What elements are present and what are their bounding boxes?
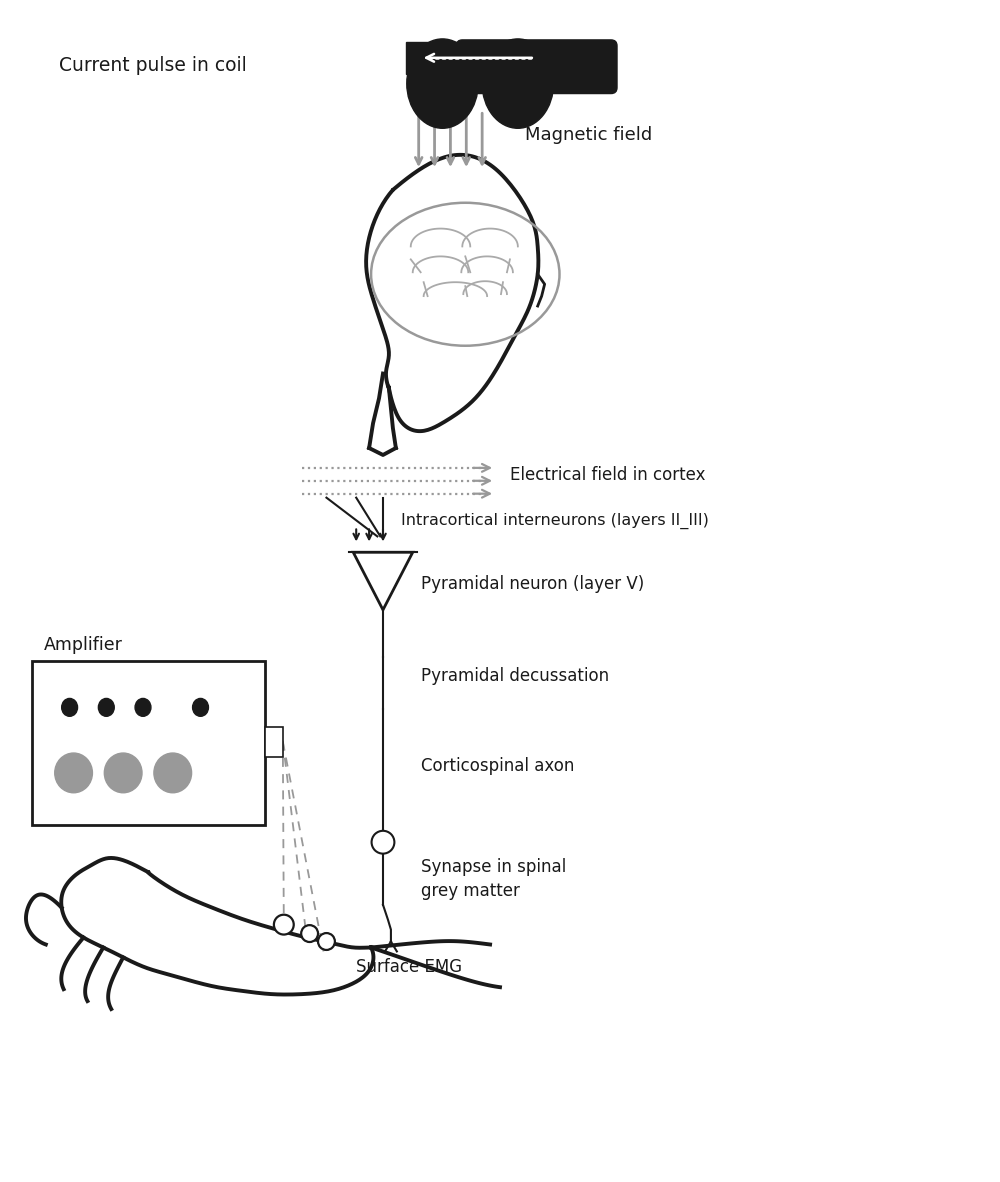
Text: Magnetic field: Magnetic field — [525, 126, 652, 144]
Ellipse shape — [407, 39, 478, 129]
Text: Intracortical interneurons (layers II_III): Intracortical interneurons (layers II_II… — [401, 513, 709, 528]
Polygon shape — [353, 552, 413, 610]
Circle shape — [274, 915, 294, 935]
FancyBboxPatch shape — [32, 662, 265, 825]
Ellipse shape — [55, 753, 92, 793]
Text: Amplifier: Amplifier — [44, 636, 123, 654]
FancyBboxPatch shape — [456, 40, 617, 93]
Ellipse shape — [135, 699, 151, 716]
FancyBboxPatch shape — [406, 41, 555, 73]
Ellipse shape — [104, 753, 142, 793]
Ellipse shape — [193, 699, 208, 716]
Circle shape — [301, 926, 318, 942]
Text: Electrical field in cortex: Electrical field in cortex — [510, 466, 705, 483]
Ellipse shape — [482, 39, 554, 129]
Circle shape — [372, 831, 394, 853]
Text: Pyramidal decussation: Pyramidal decussation — [421, 668, 609, 686]
FancyBboxPatch shape — [265, 727, 283, 756]
Text: Current pulse in coil: Current pulse in coil — [59, 57, 246, 76]
Circle shape — [318, 933, 335, 950]
Ellipse shape — [154, 753, 192, 793]
Ellipse shape — [98, 699, 114, 716]
Ellipse shape — [62, 699, 78, 716]
Text: Corticospinal axon: Corticospinal axon — [421, 756, 574, 774]
Text: Synapse in spinal
grey matter: Synapse in spinal grey matter — [421, 858, 566, 900]
Text: Pyramidal neuron (layer V): Pyramidal neuron (layer V) — [421, 576, 644, 593]
Text: Surface EMG: Surface EMG — [356, 959, 462, 976]
